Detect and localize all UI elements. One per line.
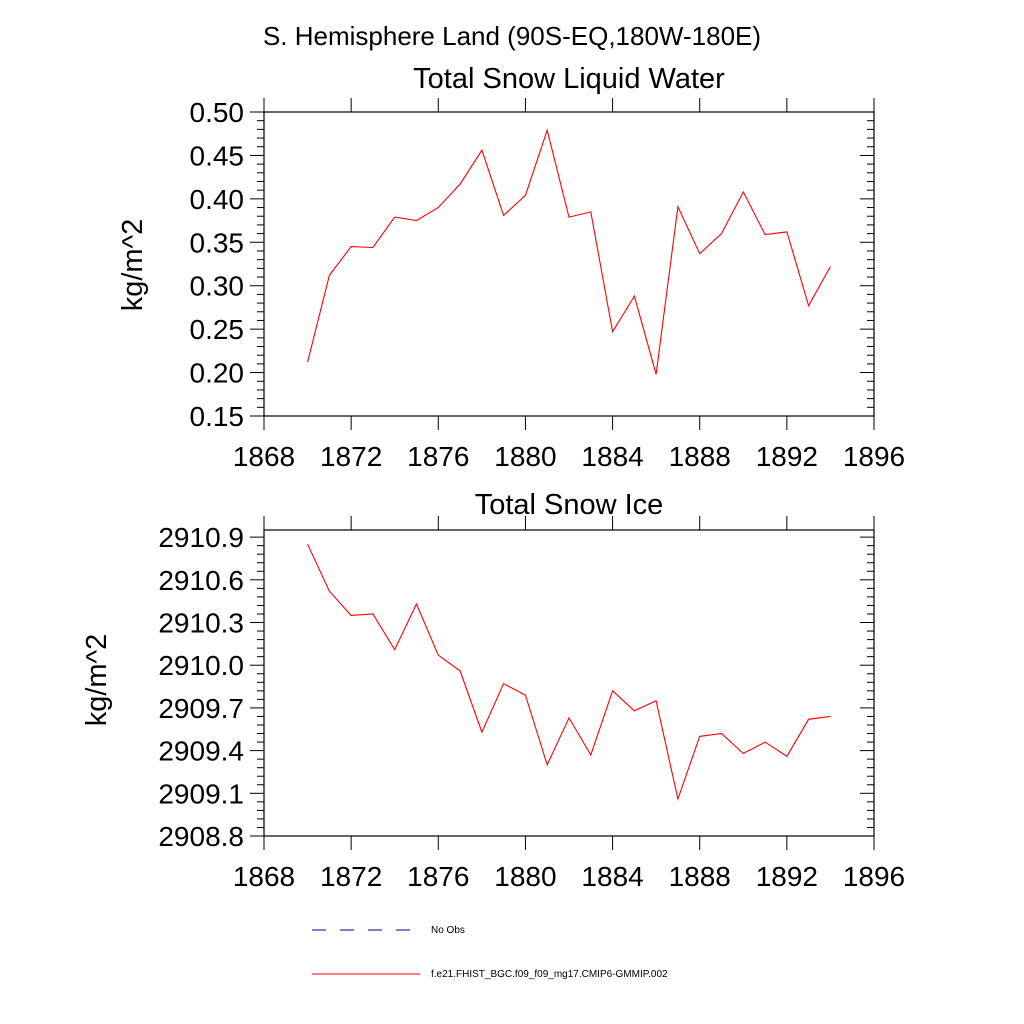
series-line: [307, 543, 831, 802]
x-tick-label: 1868: [233, 441, 295, 472]
x-tick-label: 1880: [494, 441, 556, 472]
chart-title: Total Snow Ice: [475, 489, 664, 521]
legend-label-no-obs: No Obs: [431, 925, 465, 936]
axis-ticks: [250, 98, 875, 430]
y-tick-label: 2910.9: [158, 522, 244, 553]
y-axis-label: kg/m^2: [117, 219, 149, 312]
y-tick-label: 0.25: [190, 314, 245, 345]
x-tick-label: 1876: [407, 861, 469, 892]
page-title: S. Hemisphere Land (90S-EQ,180W-180E): [263, 21, 761, 51]
series-group: [307, 543, 831, 802]
y-tick-label: 0.35: [190, 227, 245, 258]
y-tick-label: 0.20: [190, 358, 245, 389]
legend: No Obs f.e21.FHIST_BGC.f09_f09_mg17.CMIP…: [312, 925, 668, 980]
y-tick-label: 0.45: [190, 140, 245, 171]
y-tick-label: 2910.3: [158, 608, 244, 639]
x-tick-label: 1872: [320, 441, 382, 472]
plot-frame: [263, 529, 875, 837]
axis-ticks: [250, 516, 875, 850]
y-tick-label: 0.30: [190, 271, 245, 302]
x-tick-label: 1892: [756, 861, 818, 892]
y-tick-labels: 0.15 0.20 0.25 0.30 0.35 0.40 0.45 0.50: [190, 97, 245, 432]
x-tick-label: 1892: [756, 441, 818, 472]
y-axis-label: kg/m^2: [81, 634, 113, 727]
plot-frame: [263, 111, 875, 417]
y-tick-labels: 2908.8 2909.1 2909.4 2909.7 2910.0 2910.3 2910…: [158, 522, 244, 852]
y-tick-label: 2910.6: [158, 565, 244, 596]
y-tick-label: 2909.1: [158, 778, 244, 809]
x-tick-label: 1868: [233, 861, 295, 892]
x-tick-label: 1884: [581, 861, 643, 892]
y-tick-label: 2909.4: [158, 736, 244, 767]
y-tick-label: 0.15: [190, 401, 245, 432]
x-tick-label: 1888: [669, 861, 731, 892]
chart-panel-liquid-water: Total Snow Liquid Water kg/m^2 1868 1872 1…: [117, 63, 905, 472]
chart-panel-snow-ice: Total Snow Ice kg/m^2 1868 1872 1876 1880 18…: [81, 489, 905, 892]
y-tick-label: 2910.0: [158, 650, 244, 681]
x-tick-label: 1872: [320, 861, 382, 892]
y-tick-label: 0.40: [190, 184, 245, 215]
series-line: [307, 128, 831, 375]
x-tick-label: 1876: [407, 441, 469, 472]
x-tick-label: 1884: [581, 441, 643, 472]
y-tick-label: 0.50: [190, 97, 245, 128]
x-tick-labels: 1868 1872 1876 1880 1884 1888 1892 1896: [233, 861, 905, 892]
x-tick-label: 1880: [494, 861, 556, 892]
y-tick-label: 2909.7: [158, 693, 244, 724]
x-tick-labels: 1868 1872 1876 1880 1884 1888 1892 1896: [233, 441, 905, 472]
chart-title: Total Snow Liquid Water: [413, 63, 725, 95]
x-tick-label: 1896: [843, 861, 905, 892]
series-group: [307, 128, 831, 375]
x-tick-label: 1888: [669, 441, 731, 472]
y-tick-label: 2908.8: [158, 821, 244, 852]
legend-label-model: f.e21.FHIST_BGC.f09_f09_mg17.CMIP6-GMMIP…: [431, 969, 668, 980]
x-tick-label: 1896: [843, 441, 905, 472]
